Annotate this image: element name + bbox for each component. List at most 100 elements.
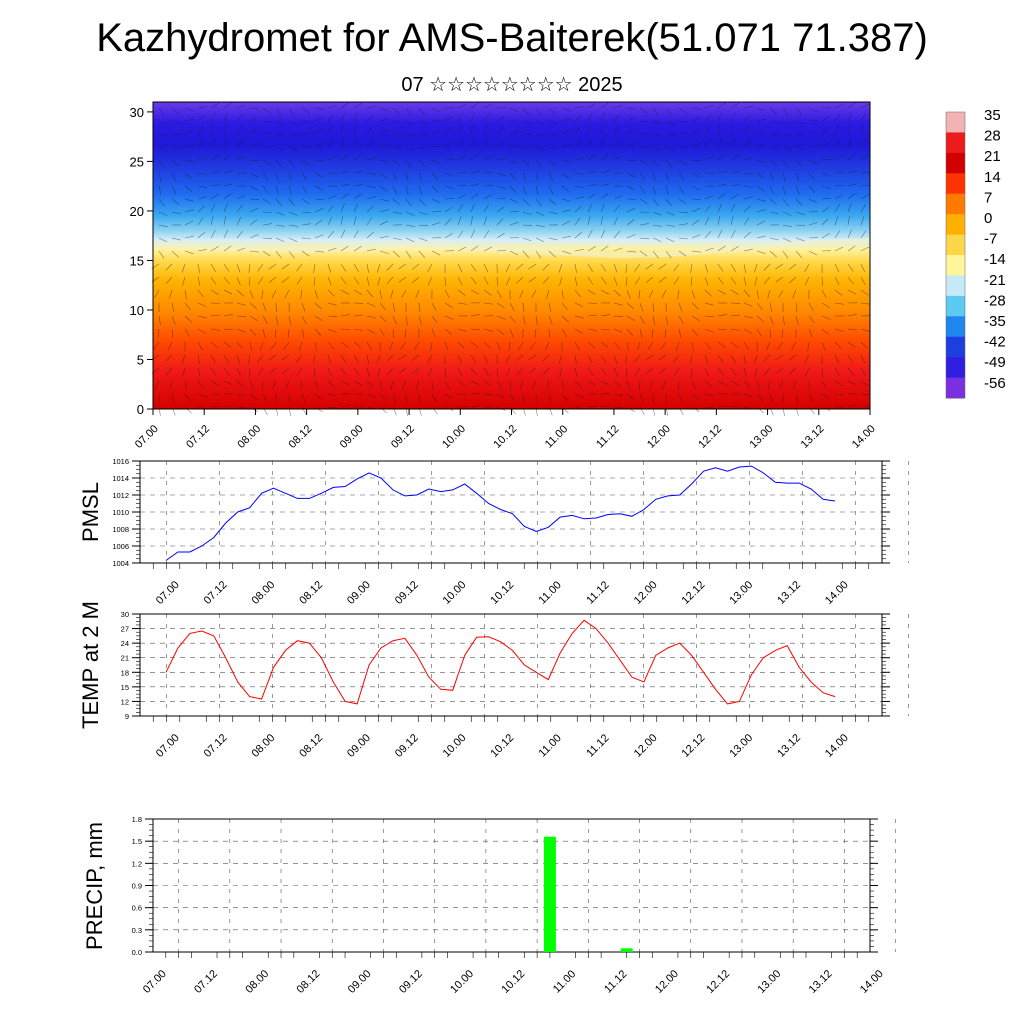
precip-frame [152, 818, 871, 953]
precip-x-tick-label: 08.00 [243, 968, 271, 996]
wind-barb [559, 367, 563, 377]
wind-barb [366, 114, 374, 122]
wind-barb [457, 184, 468, 187]
wind-barb [398, 354, 407, 361]
wind-barb [522, 250, 530, 258]
wind-barb [730, 154, 739, 161]
temp-y-tick-label: 12 [121, 697, 129, 706]
temp-x-tick-label: 11.12 [584, 732, 611, 759]
wind-barb [704, 156, 714, 161]
wind-barb [314, 219, 323, 226]
wind-barb [197, 249, 207, 252]
wind-barb [509, 210, 520, 213]
wind-barb [645, 367, 654, 375]
precip-y-tick-label: 0.3 [132, 926, 142, 935]
wind-barb [210, 367, 217, 376]
wind-barb [788, 354, 797, 361]
wind-barb [665, 211, 675, 216]
wind-barb [704, 315, 715, 318]
wind-barb [639, 237, 650, 240]
wind-barb [483, 380, 492, 387]
wind-barb [470, 314, 480, 317]
colorbar-swatch [946, 336, 965, 358]
wind-barb [366, 263, 369, 273]
wind-barb [210, 216, 214, 226]
wind-barb [327, 156, 337, 161]
precip-x-tick-label: 13.12 [807, 968, 835, 996]
wind-barb [379, 302, 386, 311]
precip-x-tick-label: 10.00 [448, 968, 476, 996]
x-tick-label: 14.00 [850, 423, 878, 451]
wind-barb [717, 170, 727, 174]
wind-barb [535, 237, 545, 243]
wind-barb [376, 354, 381, 364]
wind-barb [691, 117, 701, 122]
wind-barb [792, 289, 797, 299]
wind-barb [288, 237, 298, 242]
wind-barb [248, 263, 251, 273]
wind-barb [275, 250, 282, 259]
wind-barb [522, 198, 530, 206]
wind-barb [561, 185, 570, 192]
wind-barb [431, 328, 436, 338]
wind-barb [860, 155, 869, 161]
wind-barb [652, 198, 659, 207]
wind-barb [626, 159, 637, 161]
wind-barb [548, 185, 554, 195]
wind-barb [340, 125, 343, 135]
wind-barb [756, 328, 762, 337]
wind-barb [704, 289, 712, 297]
y-tick-label: 15 [130, 253, 144, 268]
wind-barb [327, 139, 334, 148]
wind-barb [821, 116, 830, 122]
wind-barb [509, 198, 519, 203]
wind-barb [184, 380, 188, 390]
wind-barb [542, 276, 550, 284]
wind-barb [496, 276, 498, 287]
wind-barb [457, 393, 467, 396]
wind-barb [847, 183, 857, 187]
wind-barb [314, 172, 324, 178]
wind-barb [353, 314, 363, 317]
temp-y-tick-label: 9 [125, 712, 129, 721]
wind-barb [730, 276, 737, 285]
wind-barb [288, 172, 292, 182]
wind-barb [717, 138, 722, 148]
wind-barb [587, 328, 597, 331]
wind-barb [314, 159, 325, 162]
wind-barb [717, 154, 726, 161]
wind-barb [766, 341, 771, 351]
wind-barb [483, 125, 488, 135]
wind-barb [249, 367, 251, 378]
wind-barb [412, 367, 420, 375]
wind-barb [613, 247, 623, 252]
wind-barb [782, 211, 792, 216]
wind-barb [340, 405, 350, 408]
wind-barb [625, 263, 628, 273]
wind-barb [270, 341, 277, 350]
wind-barb [288, 185, 292, 195]
colorbar-swatch [946, 275, 965, 297]
precip-x-tick-label: 09.00 [346, 968, 374, 996]
wind-barb [613, 263, 618, 273]
colorbar-label: -35 [984, 313, 1006, 330]
wind-barb [210, 171, 220, 174]
precip-x-tick-label: 07.12 [192, 968, 220, 996]
wind-barb [340, 183, 350, 187]
wind-barb [470, 203, 475, 213]
wind-barb [262, 132, 272, 135]
wind-barb [808, 185, 816, 193]
wind-barb [509, 172, 517, 180]
wind-barb [379, 393, 387, 401]
wind-barb [379, 107, 389, 111]
wind-barb [639, 159, 648, 166]
wind-barb [626, 142, 636, 148]
wind-barb [535, 107, 542, 116]
wind-barb [561, 209, 571, 213]
wind-barb [262, 393, 267, 403]
wind-barb [509, 145, 520, 148]
wind-barb [457, 354, 462, 364]
wind-barb [743, 140, 751, 148]
wind-barb [795, 315, 799, 325]
wind-barb [808, 159, 818, 164]
